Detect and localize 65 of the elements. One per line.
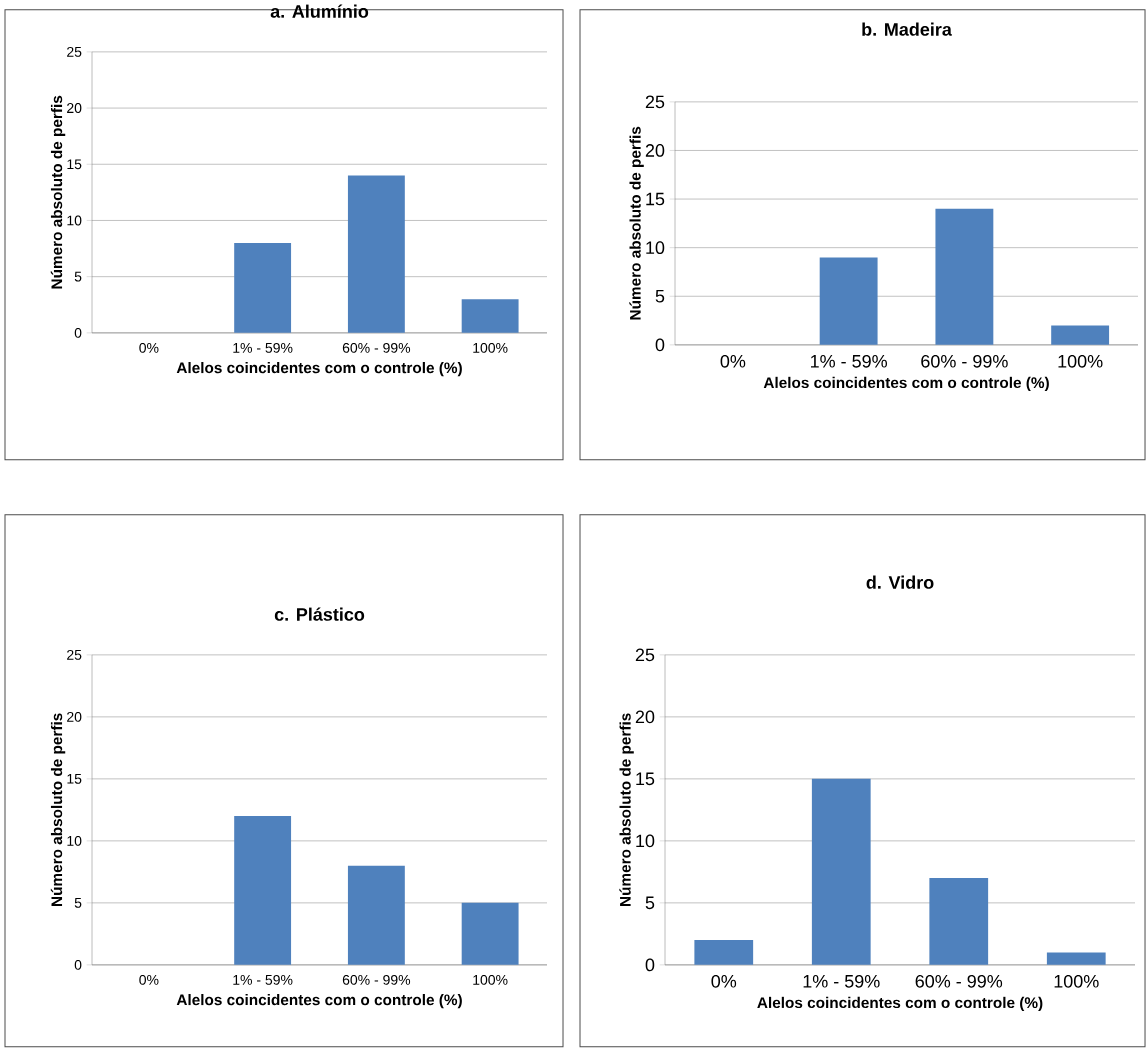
- x-tick-label: 60% - 99%: [342, 342, 411, 353]
- x-tick-label: 60% - 99%: [342, 974, 411, 985]
- chart-title: c. Plástico: [274, 607, 365, 621]
- y-tick-label: 10: [67, 215, 82, 226]
- bar: [694, 940, 754, 965]
- y-tick-label: 20: [645, 144, 665, 157]
- y-tick-label: 20: [67, 103, 82, 114]
- y-tick-label: 25: [645, 95, 665, 109]
- y-tick-label: 15: [636, 772, 655, 786]
- y-tick-label: 0: [74, 959, 82, 970]
- x-tick-label: 0%: [720, 354, 746, 368]
- x-axis-title: Alelos coincidentes com o controle (%): [176, 362, 462, 377]
- y-tick-label: 10: [67, 835, 82, 846]
- x-tick-label: 100%: [473, 342, 508, 353]
- y-tick-label: 10: [646, 241, 665, 255]
- bar: [461, 902, 519, 965]
- chart-title: b. Madeira: [862, 22, 952, 36]
- x-tick-label: 60% - 99%: [921, 354, 1008, 368]
- bar: [819, 257, 878, 345]
- x-axis-title: Alelos coincidentes com o controle (%): [757, 996, 1043, 1012]
- y-tick-label: 25: [67, 46, 82, 57]
- y-tick-label: 15: [646, 192, 665, 206]
- y-tick-label: 25: [635, 648, 655, 662]
- y-tick-label: 5: [645, 896, 655, 910]
- x-tick-label: 0%: [139, 342, 159, 353]
- x-tick-label: 1% - 59%: [233, 342, 293, 353]
- y-tick-label: 0: [655, 338, 665, 352]
- y-tick-label: 25: [67, 649, 82, 660]
- bar: [347, 175, 405, 333]
- bar: [811, 778, 871, 965]
- y-axis-title: Número absoluto de perfis: [629, 126, 644, 320]
- y-axis-title: Número absoluto de perfis: [50, 95, 66, 289]
- bar: [347, 865, 405, 965]
- x-tick-label: 60% - 99%: [915, 974, 1003, 988]
- x-tick-label: 100%: [1058, 354, 1103, 368]
- y-tick-label: 10: [636, 834, 655, 848]
- x-axis-title: Alelos coincidentes com o controle (%): [763, 376, 1049, 392]
- y-tick-label: 20: [67, 711, 82, 722]
- x-tick-label: 1% - 59%: [803, 974, 880, 988]
- bar: [929, 878, 989, 965]
- x-tick-label: 1% - 59%: [233, 974, 293, 985]
- bar: [1046, 952, 1106, 965]
- y-tick-label: 5: [74, 898, 82, 908]
- y-tick-label: 0: [74, 327, 82, 338]
- bar: [461, 299, 519, 333]
- y-axis-title: Número absoluto de perfis: [50, 713, 66, 907]
- x-tick-label: 100%: [473, 974, 508, 985]
- x-tick-label: 100%: [1054, 974, 1099, 988]
- y-tick-label: 5: [655, 290, 665, 303]
- bar: [935, 208, 994, 345]
- bar: [1051, 325, 1110, 345]
- bar: [234, 816, 292, 965]
- y-tick-label: 15: [67, 774, 82, 784]
- y-axis-title: Número absoluto de perfis: [619, 713, 634, 907]
- chart-title: d. Vidro: [866, 575, 934, 589]
- x-tick-label: 0%: [711, 974, 737, 988]
- bar: [234, 243, 292, 333]
- y-tick-label: 5: [74, 271, 82, 282]
- y-tick-label: 0: [645, 958, 655, 972]
- x-tick-label: 0%: [139, 974, 159, 985]
- y-tick-label: 20: [635, 710, 655, 724]
- x-tick-label: 1% - 59%: [811, 354, 887, 368]
- x-axis-title: Alelos coincidentes com o controle (%): [176, 994, 462, 1009]
- y-tick-label: 15: [67, 159, 82, 170]
- chart-title: a. Alumínio: [270, 4, 369, 18]
